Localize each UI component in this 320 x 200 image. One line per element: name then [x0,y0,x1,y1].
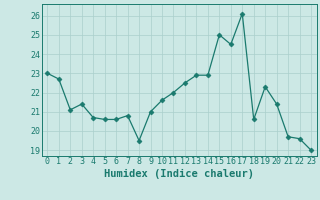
X-axis label: Humidex (Indice chaleur): Humidex (Indice chaleur) [104,169,254,179]
